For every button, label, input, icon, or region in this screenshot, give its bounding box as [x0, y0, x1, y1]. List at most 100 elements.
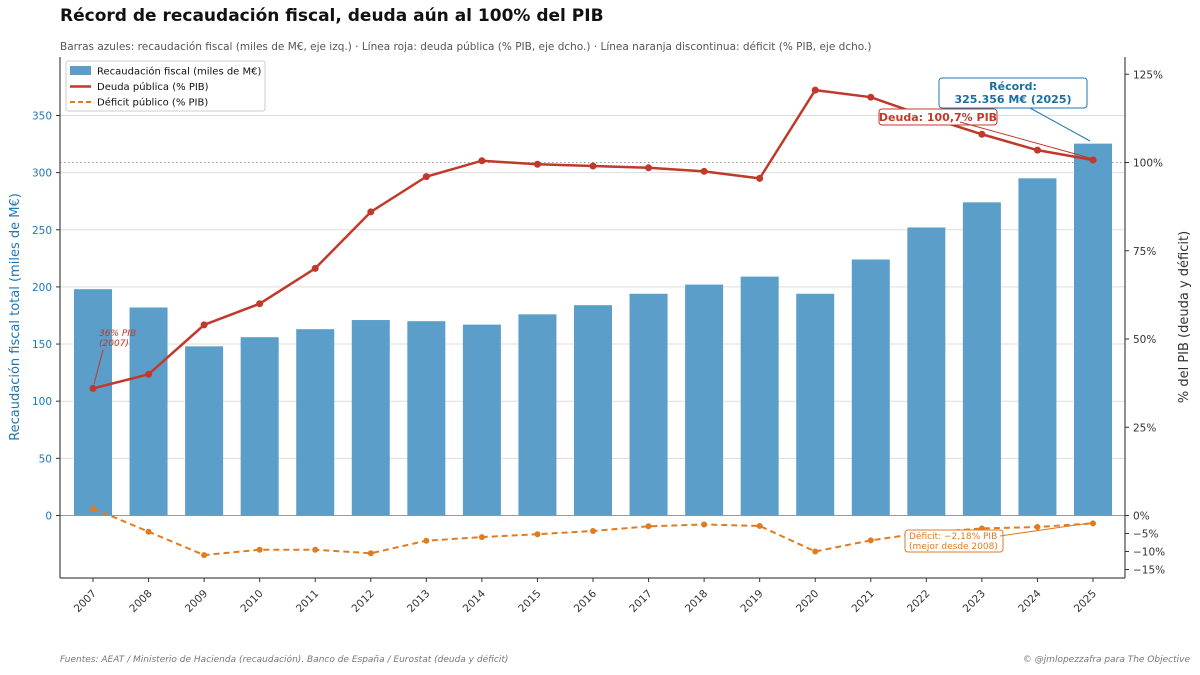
left-tick-label: 200	[32, 282, 52, 294]
legend-label-deficit: Déficit público (% PIB)	[97, 97, 208, 109]
x-tick-label: 2007	[72, 588, 99, 615]
deficit-point	[367, 550, 374, 557]
deficit-point	[145, 528, 152, 535]
deficit-point	[867, 537, 874, 544]
x-tick-label: 2011	[294, 588, 321, 615]
x-tick-label: 2023	[961, 588, 988, 615]
deficit-point	[478, 534, 485, 541]
right-tick-label: 0%	[1133, 511, 1150, 523]
annotation-debt-2025-text: Deuda: 100,7% PIB	[879, 111, 997, 124]
annotation-record-line2: 325.356 M€ (2025)	[954, 93, 1071, 106]
deficit-point	[423, 537, 430, 544]
bar-recaudacion	[407, 321, 446, 516]
x-tick-label: 2015	[516, 588, 543, 615]
x-tick-label: 2010	[238, 588, 265, 615]
legend-label-debt: Deuda pública (% PIB)	[97, 81, 209, 93]
bar-recaudacion	[1018, 178, 1057, 516]
debt-point	[811, 86, 819, 94]
debt-point	[478, 157, 486, 165]
bar-recaudacion	[962, 202, 1001, 516]
right-tick-label: −10%	[1133, 547, 1165, 559]
deficit-point	[201, 552, 208, 559]
left-tick-label: 50	[39, 453, 52, 465]
deficit-point	[645, 523, 652, 530]
x-tick-label: 2018	[683, 588, 710, 615]
debt-point	[589, 162, 597, 170]
x-tick-label: 2020	[794, 588, 821, 615]
annotation-record-line1: Récord:	[989, 80, 1037, 93]
annotation-deficit-2025-box	[904, 529, 1004, 553]
debt-point	[978, 130, 986, 138]
x-tick-label: 2021	[850, 588, 877, 615]
debt-point	[145, 370, 153, 378]
chart-subtitle: Barras azules: recaudación fiscal (miles…	[60, 41, 872, 53]
bar-recaudacion	[129, 307, 168, 516]
debt-point	[256, 300, 264, 308]
bar-recaudacion	[74, 289, 112, 516]
bar-recaudacion	[518, 314, 557, 516]
debt-point	[1089, 156, 1097, 164]
legend-box	[65, 60, 266, 112]
annotation-record-box	[938, 77, 1088, 109]
bar-recaudacion	[629, 293, 668, 516]
debt-point	[1033, 146, 1041, 154]
right-tick-label: −15%	[1133, 565, 1165, 577]
footer-sources: Fuentes: AEAT / Ministerio de Hacienda (…	[60, 655, 509, 665]
bar-recaudacion	[851, 259, 890, 516]
debt-point	[756, 174, 764, 182]
annotation-debt-2007-arrow	[93, 349, 104, 385]
bar-recaudacion	[296, 329, 335, 516]
bar-recaudacion	[574, 305, 612, 516]
footer-credit: © @jmlopezzafra para The Objective	[1022, 655, 1190, 665]
left-tick-label: 250	[32, 225, 52, 237]
deficit-point	[312, 546, 319, 553]
x-tick-label: 2013	[405, 588, 432, 615]
chart-title: Récord de recaudación fiscal, deuda aún …	[60, 6, 604, 26]
deficit-point	[1090, 520, 1096, 527]
deficit-point	[590, 527, 596, 534]
annotation-record-arrow	[1029, 107, 1091, 142]
bar-recaudacion	[240, 337, 279, 516]
deficit-point	[256, 546, 263, 553]
legend: Recaudación fiscal (miles de M€) Deuda pú…	[65, 60, 266, 112]
x-tick-label: 2008	[127, 588, 154, 615]
debt-point	[700, 167, 708, 175]
bar-recaudacion	[462, 324, 501, 516]
left-tick-label: 150	[32, 339, 52, 351]
x-tick-label: 2016	[572, 587, 600, 615]
bar-recaudacion	[796, 293, 835, 516]
left-tick-label: 350	[32, 110, 52, 122]
bar-recaudacion	[1074, 143, 1112, 516]
legend-swatch-bars	[70, 66, 91, 75]
debt-point	[533, 160, 541, 168]
debt-point	[867, 93, 875, 101]
left-tick-label: 300	[32, 168, 52, 180]
annotation-debt-2025-box	[878, 108, 998, 126]
deficit-point	[756, 522, 763, 529]
deficit-point	[90, 505, 96, 512]
debt-point	[645, 164, 653, 172]
annotation-deficit-2025-arrow	[999, 522, 1091, 537]
debt-point	[367, 208, 375, 216]
annotation-debt-2007-line2: (2007)	[99, 339, 129, 349]
right-tick-label: 75%	[1133, 246, 1156, 258]
debt-point	[200, 321, 208, 329]
debt-point	[89, 384, 97, 392]
bar-recaudacion	[740, 276, 779, 516]
deficit-point	[534, 531, 541, 538]
deficit-point	[701, 521, 708, 528]
annotation-debt-2025-arrow	[959, 121, 1091, 159]
deficit-point	[1034, 524, 1041, 531]
bar-recaudacion	[351, 320, 390, 516]
x-tick-label: 2012	[350, 588, 377, 615]
bar-recaudacion	[907, 227, 946, 516]
right-tick-label: −5%	[1133, 529, 1158, 541]
left-tick-label: 100	[32, 396, 52, 408]
annotation-deficit-2025-line1: Déficit: −2,18% PIB	[909, 531, 997, 542]
y-left-axis-label: Recaudación fiscal total (miles de M€)	[8, 193, 23, 441]
x-tick-label: 2009	[183, 588, 210, 615]
bar-recaudacion	[185, 346, 224, 516]
legend-label-bars: Recaudación fiscal (miles de M€)	[97, 66, 262, 78]
x-tick-label: 2017	[627, 588, 654, 615]
